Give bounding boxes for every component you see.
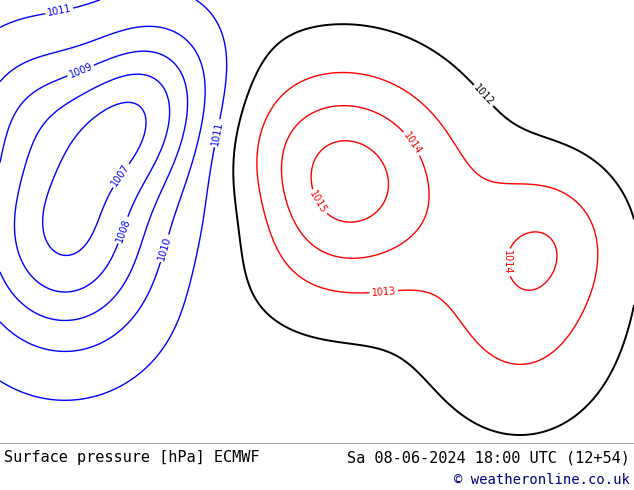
Text: 1015: 1015 [307,189,328,216]
Text: Sa 08-06-2024 18:00 UTC (12+54): Sa 08-06-2024 18:00 UTC (12+54) [347,450,630,465]
Text: 1009: 1009 [67,61,94,80]
Text: 1014: 1014 [401,130,424,156]
Text: © weatheronline.co.uk: © weatheronline.co.uk [454,473,630,487]
Text: 1014: 1014 [502,250,512,274]
Text: Surface pressure [hPa] ECMWF: Surface pressure [hPa] ECMWF [4,450,259,465]
Text: 1008: 1008 [114,217,132,244]
Text: 1012: 1012 [472,83,495,108]
Text: 1007: 1007 [110,163,132,189]
Text: 1011: 1011 [210,120,224,146]
Text: 1010: 1010 [157,235,173,261]
Text: 1011: 1011 [46,4,72,19]
Text: 1013: 1013 [371,286,396,297]
